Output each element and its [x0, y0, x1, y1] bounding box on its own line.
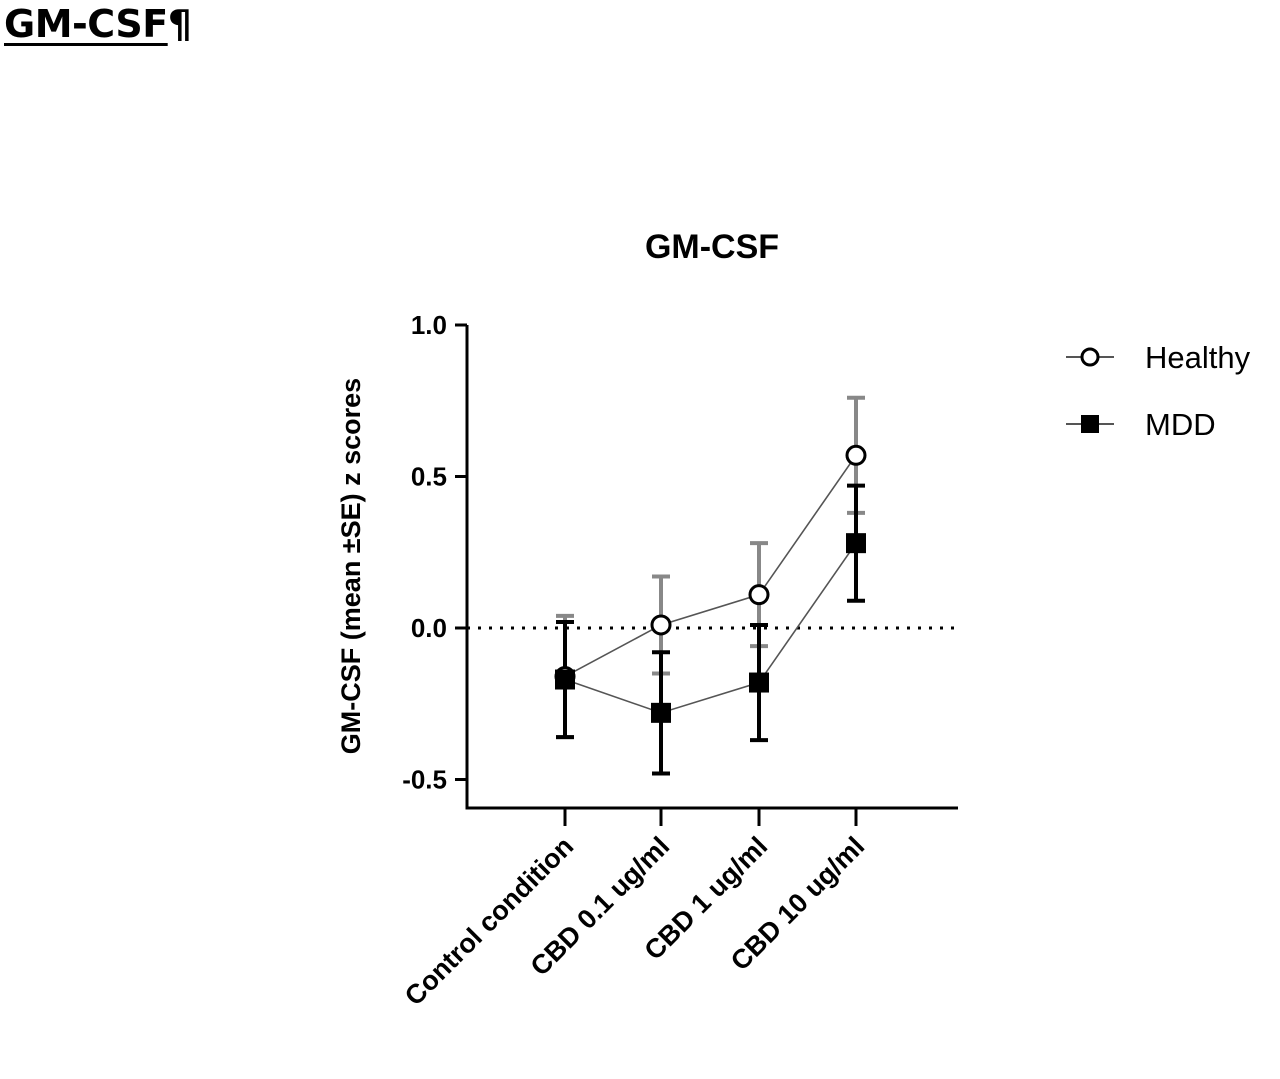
y-axis-label: GM-CSF (mean ±SE) z scores — [336, 378, 366, 754]
data-point-healthy — [650, 614, 672, 636]
heading-text: GM-CSF — [4, 2, 168, 46]
y-ticks: -0.5 0.0 0.5 1.0 — [402, 310, 467, 795]
y-tick-label: 1.0 — [411, 310, 447, 340]
legend-marker-healthy — [1080, 347, 1100, 367]
legend-marker-mdd — [1081, 415, 1099, 433]
data-point-mdd — [846, 533, 866, 554]
y-tick-label: 0.0 — [411, 613, 447, 643]
pilcrow-mark: ¶ — [167, 2, 192, 46]
series-layer — [554, 395, 867, 776]
data-point-mdd — [555, 669, 575, 690]
axes — [465, 325, 958, 810]
document-heading: GM-CSF¶ — [4, 2, 192, 46]
data-point-healthy — [845, 444, 867, 466]
legend-label-mdd: MDD — [1145, 407, 1216, 442]
y-tick-label: -0.5 — [402, 765, 447, 795]
series-line-healthy — [564, 454, 857, 678]
y-tick-label: 0.5 — [411, 462, 447, 492]
data-point-healthy — [748, 584, 770, 606]
data-point-mdd — [749, 672, 769, 693]
x-tick-label: Control condition — [399, 831, 579, 1011]
legend-label-healthy: Healthy — [1145, 340, 1251, 375]
data-point-mdd — [651, 702, 671, 723]
legend: Healthy MDD — [1066, 340, 1251, 442]
series-line-mdd — [564, 542, 857, 714]
chart-title: GM-CSF — [645, 228, 779, 266]
